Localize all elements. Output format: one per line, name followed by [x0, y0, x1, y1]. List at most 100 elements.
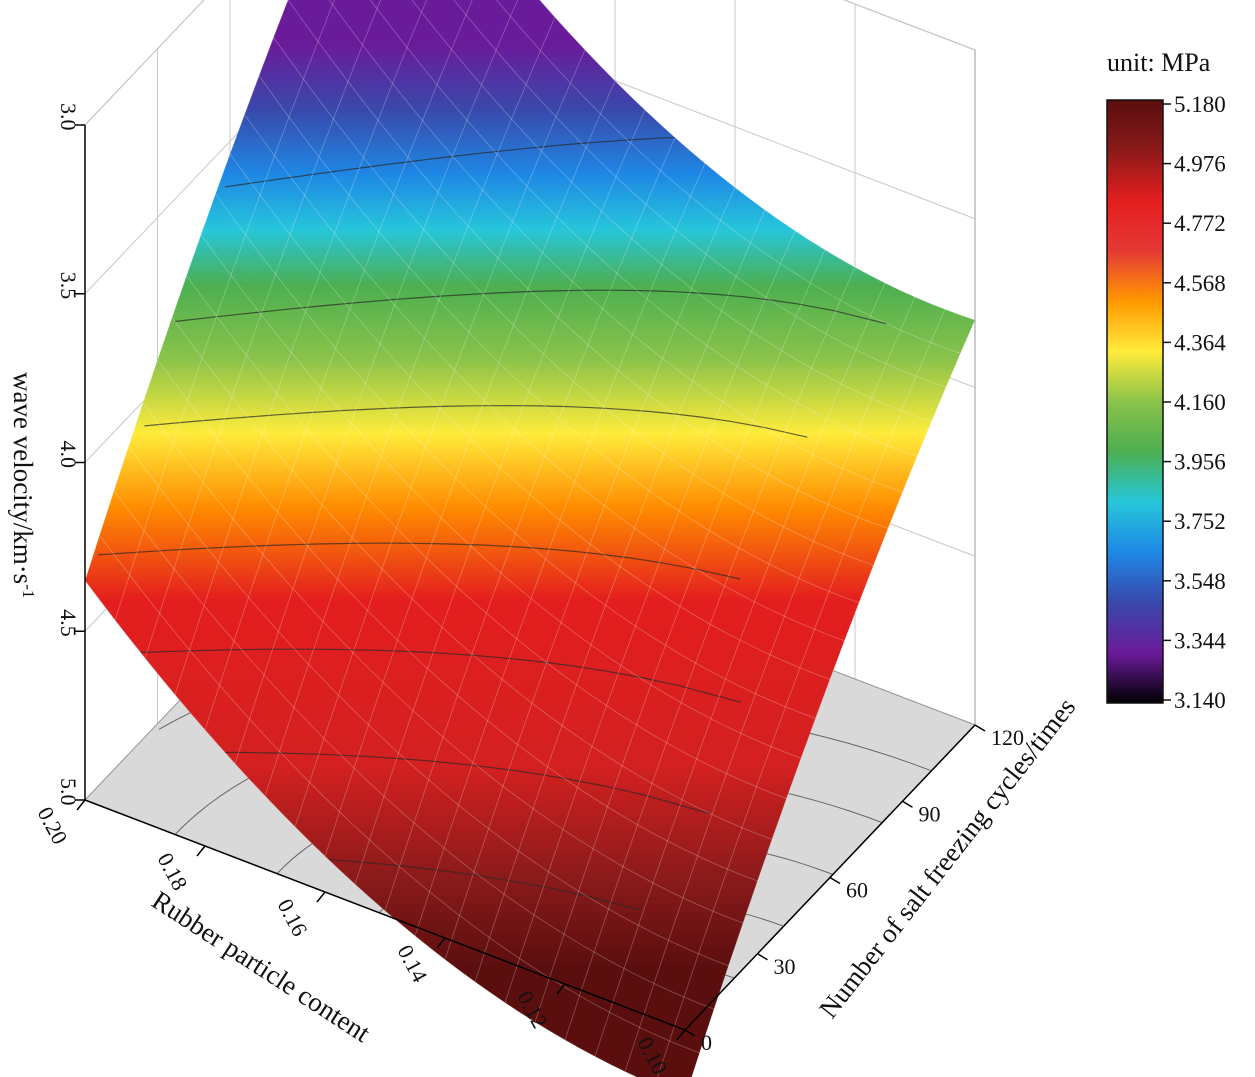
mesh-line [128, 446, 729, 967]
colorbar-tick-label: 4.568 [1174, 271, 1226, 296]
contour-line [174, 289, 887, 325]
colorbar-tick-label: 4.160 [1174, 390, 1226, 415]
y-tick-label: 90 [919, 801, 941, 826]
y-tick-mark [829, 876, 841, 885]
mesh-line [374, 0, 975, 321]
x-tick-label: 0.18 [153, 849, 193, 895]
mesh-line [534, 249, 826, 1023]
colorbar-tick-label: 4.976 [1174, 152, 1226, 177]
z-tick-label: 5.0 [56, 778, 81, 806]
colorbar-tick-label: 4.364 [1174, 330, 1226, 355]
x-tick-label: 0.20 [33, 803, 73, 849]
mesh-line [360, 0, 961, 354]
mesh-line [244, 114, 845, 641]
mesh-line [302, 0, 903, 493]
z-tick-label: 4.0 [56, 441, 81, 469]
colorbar-tick-label: 3.548 [1174, 569, 1226, 594]
y-tick-mark [974, 724, 986, 732]
mesh-line [200, 234, 802, 759]
mesh-line [171, 317, 773, 840]
x-axis-label: Rubber particle content [147, 885, 376, 1048]
mesh-line [204, 0, 496, 731]
surface-fill [85, 0, 975, 1077]
wall-gridline [84, 0, 976, 126]
mesh-line [624, 296, 916, 1072]
mesh-line [316, 0, 918, 457]
mesh-line [85, 0, 376, 581]
mesh-line [654, 309, 946, 1077]
y-tick-label: 30 [774, 954, 796, 979]
colorbar-tick-label: 3.752 [1174, 509, 1226, 534]
x-axis-line [84, 799, 686, 1031]
mesh-line [174, 0, 466, 695]
mesh-line [414, 163, 706, 937]
colorbar: unit: MPa 5.180 4.976 4.772 4.568 4.364 4.160… [1106, 48, 1226, 713]
mesh-line [234, 0, 526, 764]
z-axis-ticks: 5.0 4.5 4.0 3.5 3.0 [56, 103, 85, 806]
surface-contour-lines [98, 136, 887, 911]
x-tick-mark [556, 983, 566, 995]
z-axis-label-text: wave velocity/km·s [8, 372, 38, 584]
wall-gridline [84, 0, 976, 295]
mesh-line [504, 230, 796, 1003]
contour-line [224, 136, 676, 188]
mesh-line [294, 49, 586, 827]
mesh-line [354, 109, 646, 885]
mesh-line [99, 535, 700, 1054]
colorbar-tick-label: 4.772 [1174, 211, 1226, 236]
x-tick-label: 0.16 [273, 895, 313, 941]
colorbar-tick-label: 3.956 [1174, 450, 1226, 475]
z-tick-label: 3.5 [56, 272, 81, 300]
colorbar-tick-label: 5.180 [1174, 92, 1226, 117]
mesh-line [384, 137, 676, 911]
contour-line [140, 648, 741, 703]
mesh-line [142, 402, 744, 924]
mesh-line [594, 282, 886, 1057]
mesh-line [229, 153, 831, 680]
mesh-line [114, 0, 406, 621]
y-tick-label: 60 [846, 878, 868, 903]
mesh-line [564, 267, 856, 1041]
z-tick-label: 4.5 [56, 609, 81, 637]
mesh-line [273, 37, 874, 566]
z-axis-label: wave velocity/km·s-1 [8, 372, 39, 598]
contour-line [98, 542, 741, 580]
colorbar-ticks: 5.180 4.976 4.772 4.568 4.364 4.160 3.956 3.752… [1163, 92, 1226, 713]
surface-mesh-lines [85, 0, 975, 1077]
mesh-line [444, 187, 736, 960]
mesh-line [331, 0, 932, 422]
contour-line [328, 859, 642, 911]
y-tick-mark [684, 1029, 696, 1037]
mesh-line [345, 0, 947, 388]
mesh-line [85, 580, 686, 1077]
y-tick-mark [902, 800, 913, 808]
mesh-line [157, 359, 758, 882]
z-tick-label: 3.0 [56, 103, 81, 131]
z-axis-label-sup: -1 [20, 584, 39, 598]
x-tick-mark [196, 845, 206, 857]
x-tick-mark [676, 1029, 686, 1041]
colorbar-tick-label: 3.140 [1174, 688, 1226, 713]
mesh-line [186, 275, 787, 799]
x-tick-mark [436, 937, 446, 949]
y-axis-ticks: 0 30 60 90 120 [684, 724, 1024, 1055]
mesh-line [264, 17, 556, 797]
mesh-line [287, 0, 889, 529]
contour-line [224, 751, 711, 815]
colorbar-tick-label: 3.344 [1174, 628, 1226, 653]
x-tick-label: 0.14 [393, 941, 433, 987]
mesh-line [113, 490, 715, 1010]
mesh-line [144, 0, 436, 659]
surface [85, 0, 975, 1077]
x-tick-mark [316, 891, 326, 903]
colorbar-bar [1106, 99, 1164, 704]
mesh-line [215, 193, 816, 719]
colorbar-title: unit: MPa [1107, 48, 1211, 77]
mesh-line [474, 209, 766, 983]
mesh-line [324, 80, 616, 857]
y-tick-label: 120 [991, 725, 1024, 750]
y-tick-mark [757, 953, 768, 961]
y-tick-label: 0 [701, 1030, 712, 1055]
mesh-line [258, 75, 860, 603]
